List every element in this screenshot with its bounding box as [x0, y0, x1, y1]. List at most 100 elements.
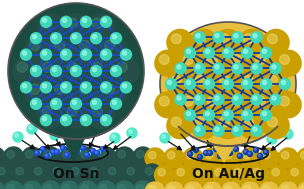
Circle shape [275, 50, 301, 76]
Circle shape [136, 150, 144, 158]
Circle shape [264, 150, 266, 152]
Circle shape [275, 92, 301, 118]
Circle shape [175, 94, 186, 105]
Circle shape [203, 92, 229, 118]
Circle shape [88, 14, 115, 41]
Circle shape [102, 84, 106, 88]
Circle shape [59, 181, 79, 189]
Circle shape [81, 184, 88, 189]
Circle shape [67, 106, 77, 116]
Circle shape [175, 63, 186, 74]
Circle shape [283, 129, 293, 139]
Circle shape [74, 149, 80, 154]
Circle shape [42, 51, 47, 55]
Circle shape [261, 110, 271, 121]
Circle shape [215, 34, 219, 38]
Circle shape [159, 96, 169, 106]
Circle shape [191, 29, 217, 55]
Circle shape [232, 125, 243, 136]
Circle shape [234, 147, 236, 149]
Circle shape [40, 146, 46, 152]
Circle shape [219, 117, 229, 127]
Circle shape [168, 151, 175, 159]
Circle shape [254, 148, 256, 150]
Circle shape [185, 110, 195, 121]
Circle shape [92, 67, 97, 72]
Circle shape [7, 184, 15, 189]
Circle shape [40, 82, 51, 93]
Circle shape [244, 150, 246, 152]
Circle shape [52, 132, 56, 136]
Circle shape [215, 127, 219, 131]
Bar [152, 153, 304, 189]
Circle shape [100, 80, 127, 106]
Circle shape [251, 50, 277, 76]
Circle shape [59, 147, 79, 167]
Circle shape [232, 63, 243, 74]
Circle shape [278, 182, 298, 189]
Circle shape [194, 148, 196, 150]
Circle shape [244, 112, 247, 116]
Circle shape [8, 3, 144, 139]
Circle shape [55, 40, 65, 50]
Circle shape [167, 29, 193, 55]
Circle shape [231, 55, 241, 64]
Circle shape [20, 49, 32, 60]
Circle shape [213, 146, 219, 152]
Circle shape [133, 181, 153, 189]
Circle shape [42, 18, 47, 22]
Circle shape [30, 98, 42, 109]
Circle shape [258, 154, 260, 156]
Circle shape [92, 35, 97, 39]
Circle shape [112, 57, 140, 84]
Circle shape [92, 128, 95, 132]
Circle shape [101, 82, 112, 93]
Circle shape [188, 152, 192, 156]
Circle shape [240, 182, 260, 189]
Circle shape [195, 117, 205, 127]
Circle shape [81, 82, 92, 93]
Circle shape [248, 152, 250, 154]
Circle shape [219, 34, 229, 44]
Circle shape [297, 148, 304, 168]
Circle shape [44, 184, 51, 189]
Circle shape [297, 182, 304, 189]
Circle shape [253, 34, 257, 38]
Circle shape [50, 98, 61, 109]
Circle shape [224, 185, 232, 189]
Circle shape [62, 117, 67, 121]
Circle shape [92, 100, 97, 104]
Circle shape [37, 14, 64, 41]
Circle shape [32, 100, 36, 104]
Circle shape [244, 117, 253, 127]
Circle shape [42, 117, 47, 121]
Circle shape [241, 47, 253, 58]
Circle shape [123, 84, 126, 88]
Circle shape [214, 147, 216, 149]
Circle shape [164, 182, 184, 189]
Circle shape [261, 78, 271, 90]
Circle shape [179, 92, 205, 118]
Circle shape [215, 71, 241, 97]
Circle shape [40, 49, 51, 60]
Circle shape [224, 150, 226, 152]
Circle shape [177, 168, 185, 176]
Circle shape [29, 126, 33, 129]
Circle shape [40, 147, 60, 167]
Circle shape [35, 151, 37, 153]
Circle shape [174, 165, 194, 185]
Circle shape [282, 80, 285, 84]
Circle shape [251, 94, 262, 105]
Circle shape [244, 80, 247, 84]
Circle shape [91, 33, 102, 44]
Circle shape [194, 32, 205, 43]
Circle shape [251, 92, 277, 118]
Circle shape [160, 133, 170, 143]
Circle shape [262, 185, 270, 189]
Text: On Au/Ag: On Au/Ag [192, 167, 264, 181]
Circle shape [239, 71, 265, 97]
Circle shape [196, 96, 200, 100]
Circle shape [255, 96, 265, 106]
Circle shape [155, 50, 181, 76]
Circle shape [90, 167, 98, 175]
